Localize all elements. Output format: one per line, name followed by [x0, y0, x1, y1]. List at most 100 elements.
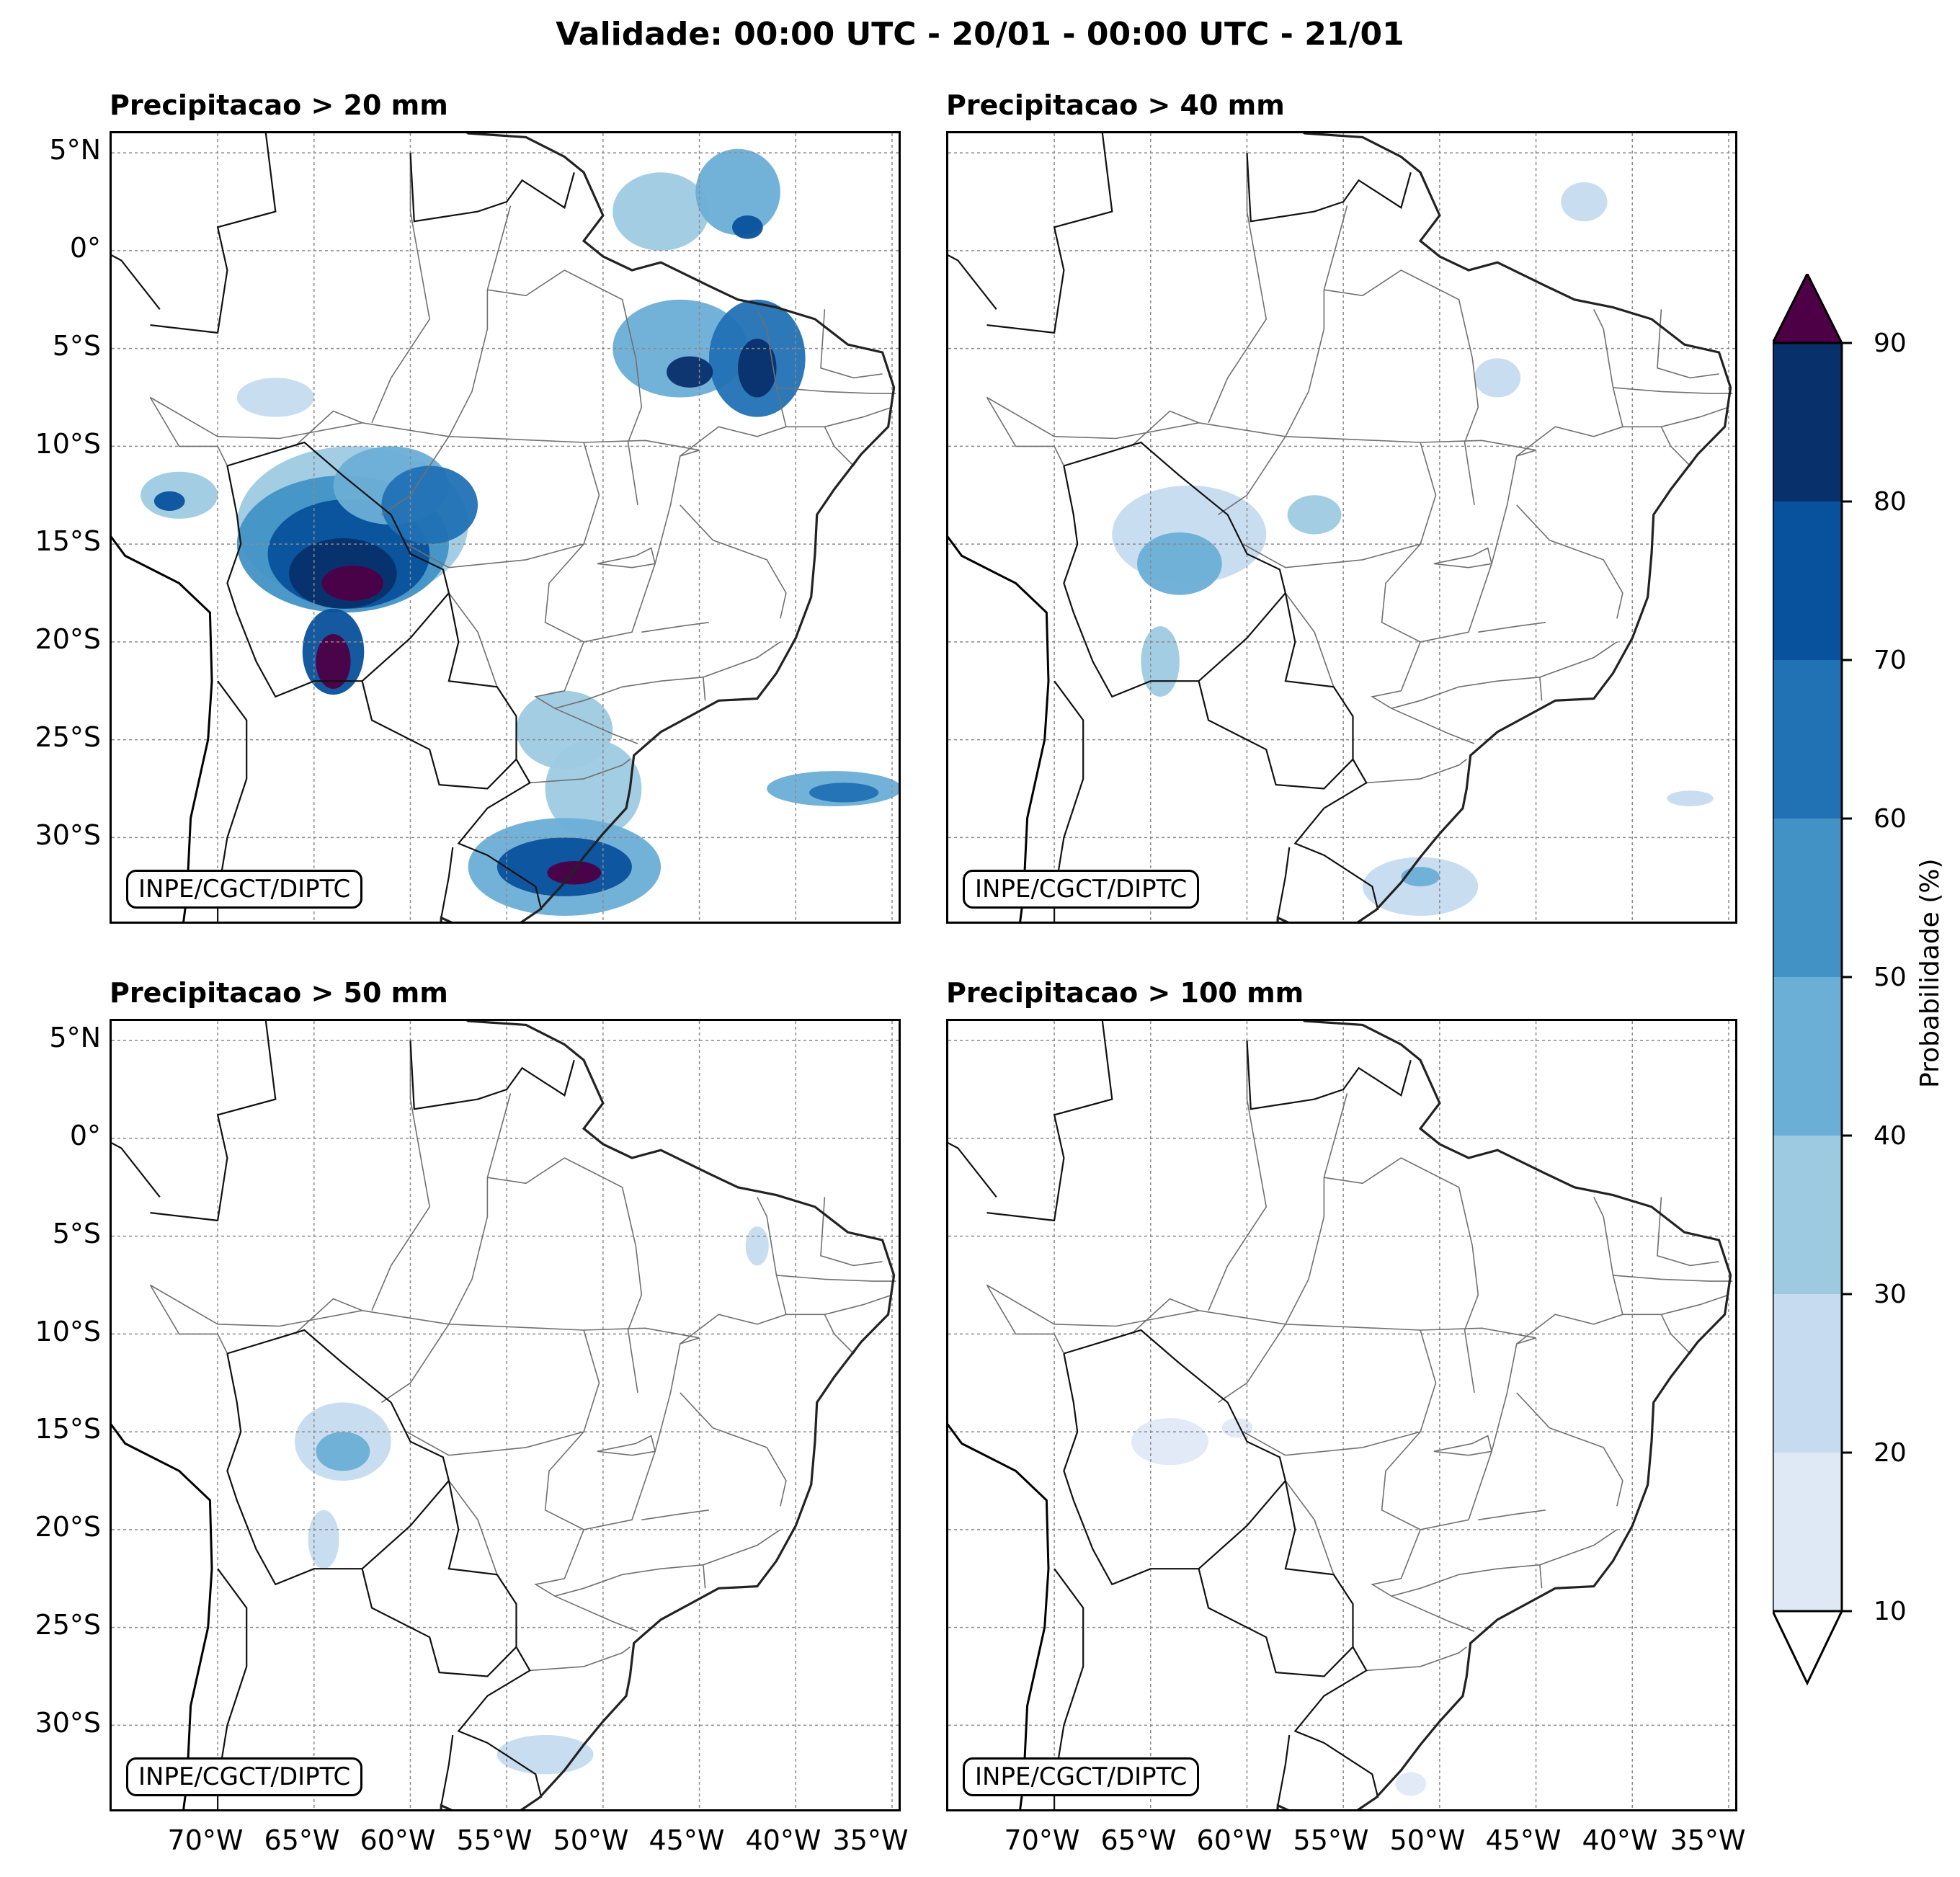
colorbar-extend-min	[1773, 1610, 1844, 1686]
precip-probability-area	[1287, 495, 1342, 535]
state-boundary	[1516, 1392, 1623, 1507]
map-100mm	[948, 1021, 1735, 1809]
state-boundary	[544, 1329, 700, 1530]
precip-probability-area	[1362, 857, 1479, 916]
state-boundary	[530, 759, 631, 784]
country-boundary	[1064, 1329, 1379, 1798]
state-boundary	[1366, 1646, 1467, 1672]
colorbar-tick: 20	[1874, 1438, 1907, 1468]
colorbar-tick: 70	[1874, 646, 1907, 675]
state-boundary	[1285, 1480, 1335, 1575]
state-boundary	[1242, 543, 1421, 569]
lat-label: 20°S	[35, 1511, 101, 1543]
state-boundary	[680, 1392, 787, 1507]
lon-label: 65°W	[264, 1824, 340, 1856]
state-boundary	[149, 1285, 228, 1354]
colorbar-segment	[1773, 343, 1842, 501]
precip-probability-area	[545, 739, 642, 838]
map-panel-40mm: INPE/CGCT/DIPTC	[946, 131, 1737, 924]
state-boundary	[406, 1431, 584, 1456]
country-boundary	[1063, 465, 1286, 698]
lon-label: 35°W	[1670, 1824, 1746, 1856]
colorbar-segment	[1773, 660, 1842, 819]
lon-label: 50°W	[1389, 1824, 1466, 1856]
state-boundary	[371, 1040, 431, 1311]
colorbar	[1773, 274, 1852, 1686]
lat-label: 30°S	[35, 1707, 101, 1739]
map-50mm	[112, 1021, 899, 1809]
colorbar-tick: 40	[1874, 1121, 1907, 1151]
state-boundary	[554, 1595, 638, 1632]
colorbar-title: Probabilidade (%)	[1915, 858, 1945, 1088]
state-boundary	[1371, 1529, 1618, 1597]
state-boundary	[776, 387, 896, 394]
state-boundary	[487, 1157, 637, 1247]
state-boundary	[380, 1324, 450, 1404]
precip-probability-area	[321, 566, 384, 601]
country-boundary	[150, 133, 277, 334]
colorbar-segment	[1773, 1136, 1842, 1294]
precip-probability-area	[612, 172, 709, 251]
state-boundary	[1217, 1324, 1286, 1404]
map-background	[112, 133, 899, 922]
state-boundary	[1464, 358, 1479, 506]
colorbar-tick: 60	[1874, 804, 1907, 834]
country-boundary	[227, 1329, 543, 1798]
state-boundary	[1516, 1196, 1623, 1345]
state-boundary	[487, 269, 637, 359]
precip-probability-area	[1131, 1418, 1208, 1466]
colorbar-tick: 50	[1874, 963, 1907, 992]
state-boundary	[597, 1435, 656, 1456]
state-boundary	[1324, 1157, 1474, 1247]
state-boundary	[1613, 387, 1733, 394]
state-boundary	[1285, 592, 1335, 687]
precip-probability-area	[236, 378, 314, 417]
lon-label: 55°W	[456, 1824, 533, 1856]
state-boundary	[820, 1197, 883, 1267]
lat-label: 10°S	[35, 1316, 101, 1347]
state-boundary	[1464, 1246, 1479, 1394]
precip-probability-area	[732, 215, 763, 239]
lat-label: 5°N	[49, 134, 101, 166]
state-boundary	[294, 1298, 362, 1334]
state-boundary	[534, 641, 781, 710]
state-boundary	[1433, 547, 1493, 569]
state-boundary	[1217, 436, 1286, 516]
precip-probability-area	[808, 783, 879, 803]
credit-box: INPE/CGCT/DIPTC	[963, 1757, 1200, 1796]
state-boundary	[294, 410, 362, 447]
country-boundary	[1277, 847, 1291, 918]
map-20mm	[112, 133, 899, 922]
coastline-east	[440, 133, 896, 922]
country-boundary	[986, 133, 1113, 334]
colorbar-tick: 90	[1874, 329, 1907, 358]
country-boundary	[361, 1568, 517, 1677]
precip-probability-area	[547, 860, 602, 885]
precip-probability-area	[496, 1734, 594, 1775]
country-boundary	[1064, 441, 1379, 911]
map-panel-100mm: INPE/CGCT/DIPTC	[946, 1019, 1737, 1811]
country-boundary	[1198, 1568, 1354, 1677]
state-boundary	[534, 1529, 781, 1597]
map-background	[948, 133, 1735, 922]
lon-label: 45°W	[1485, 1824, 1562, 1856]
colorbar-segment	[1773, 501, 1842, 660]
state-boundary	[1285, 205, 1348, 437]
state-boundary	[150, 396, 700, 451]
panel-title-100mm: Precipitacao > 100 mm	[946, 977, 1304, 1009]
state-boundary	[1516, 504, 1623, 619]
lon-label: 40°W	[745, 1824, 821, 1856]
state-boundary	[680, 504, 787, 619]
precip-probability-area	[1395, 1772, 1427, 1796]
colorbar-segment	[1773, 977, 1842, 1136]
state-boundary	[1516, 308, 1623, 457]
state-boundary	[986, 1285, 1065, 1354]
lat-label: 5°N	[49, 1022, 101, 1053]
state-boundary	[986, 396, 1536, 451]
map-40mm	[948, 133, 1735, 922]
lat-label: 15°S	[35, 1413, 101, 1445]
state-boundary	[627, 358, 643, 506]
state-boundary	[1208, 153, 1268, 424]
lat-label: 30°S	[35, 819, 101, 851]
state-boundary	[448, 1093, 512, 1325]
